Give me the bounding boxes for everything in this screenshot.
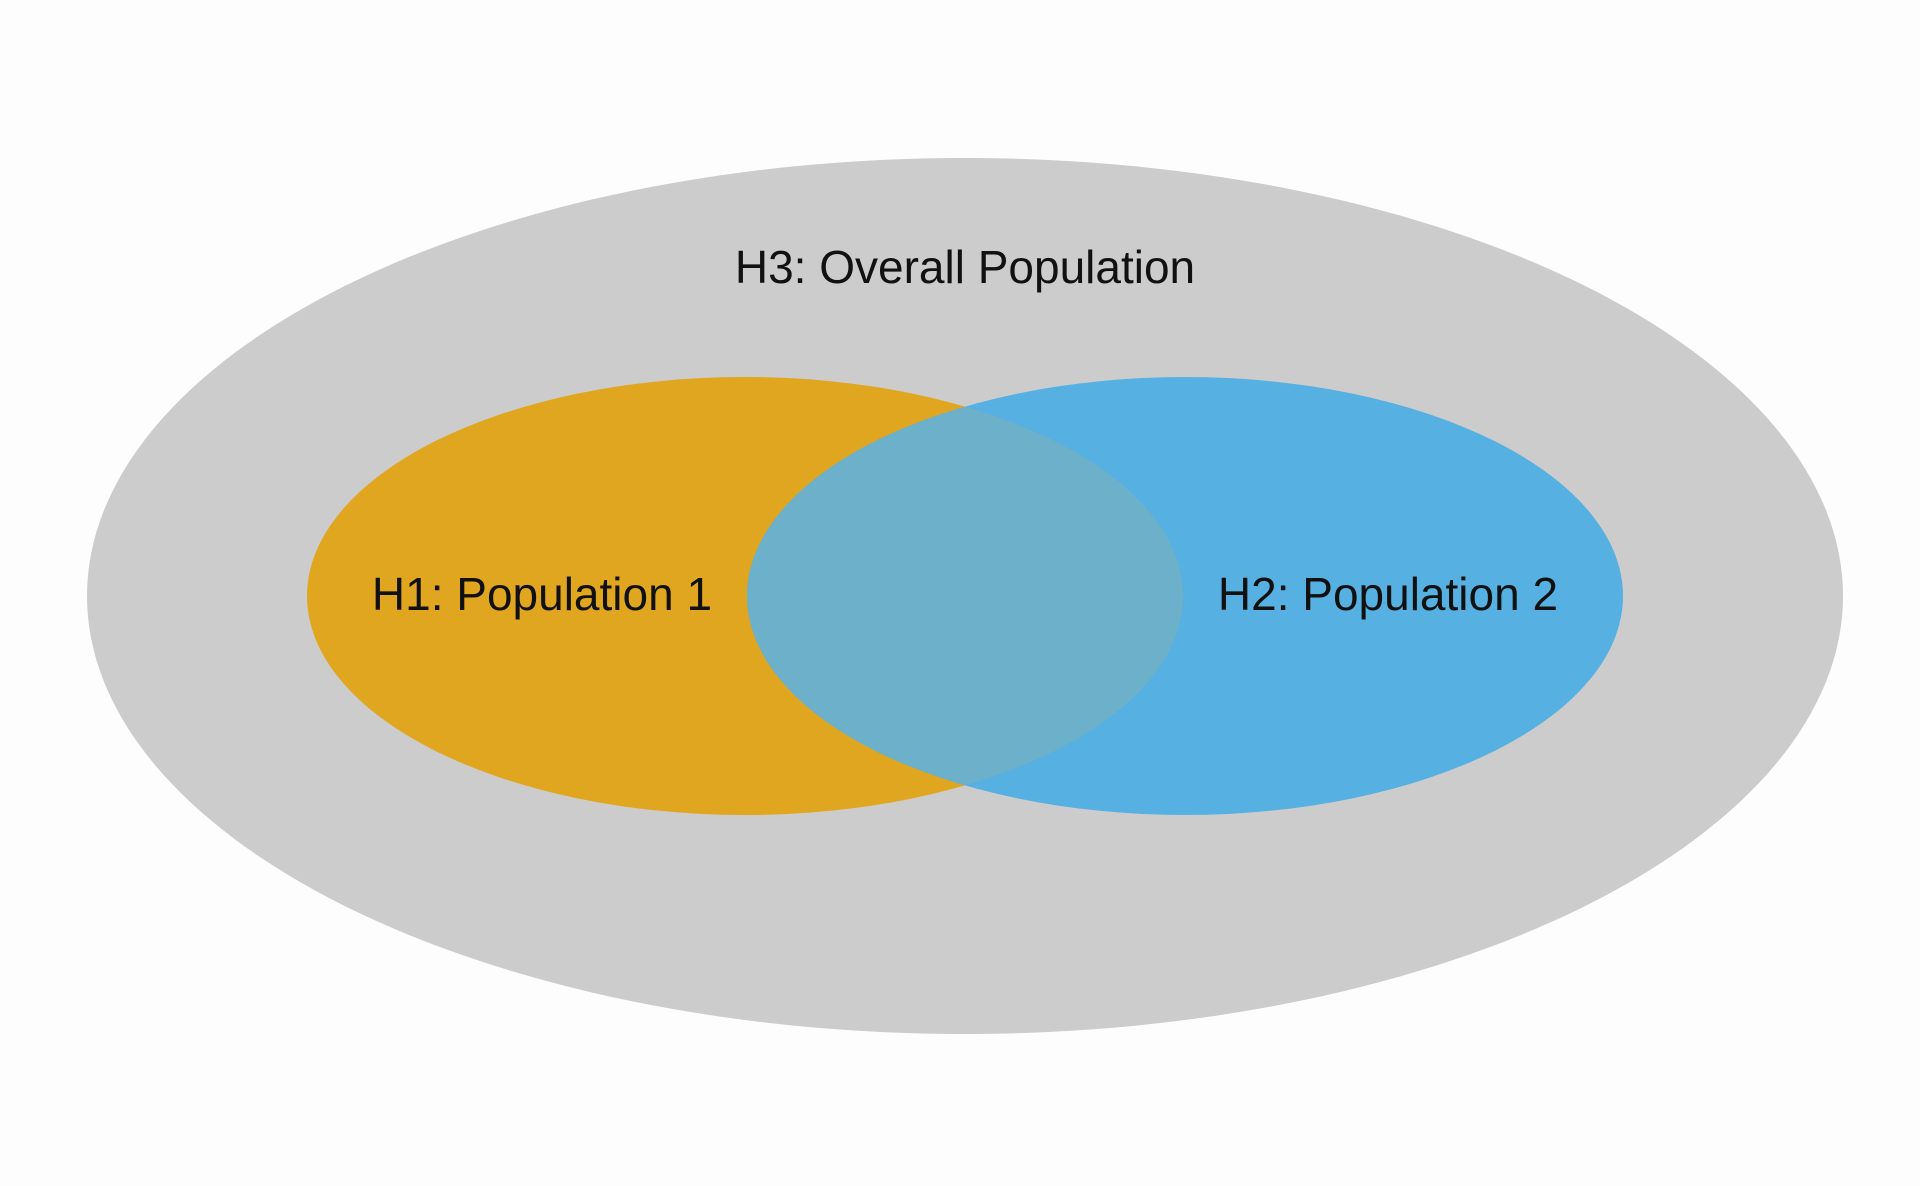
overlap-region: [747, 377, 1183, 815]
overall-population-label: H3: Overall Population: [735, 241, 1195, 293]
population-1-label: H1: Population 1: [372, 568, 712, 620]
population-2-label: H2: Population 2: [1218, 568, 1558, 620]
